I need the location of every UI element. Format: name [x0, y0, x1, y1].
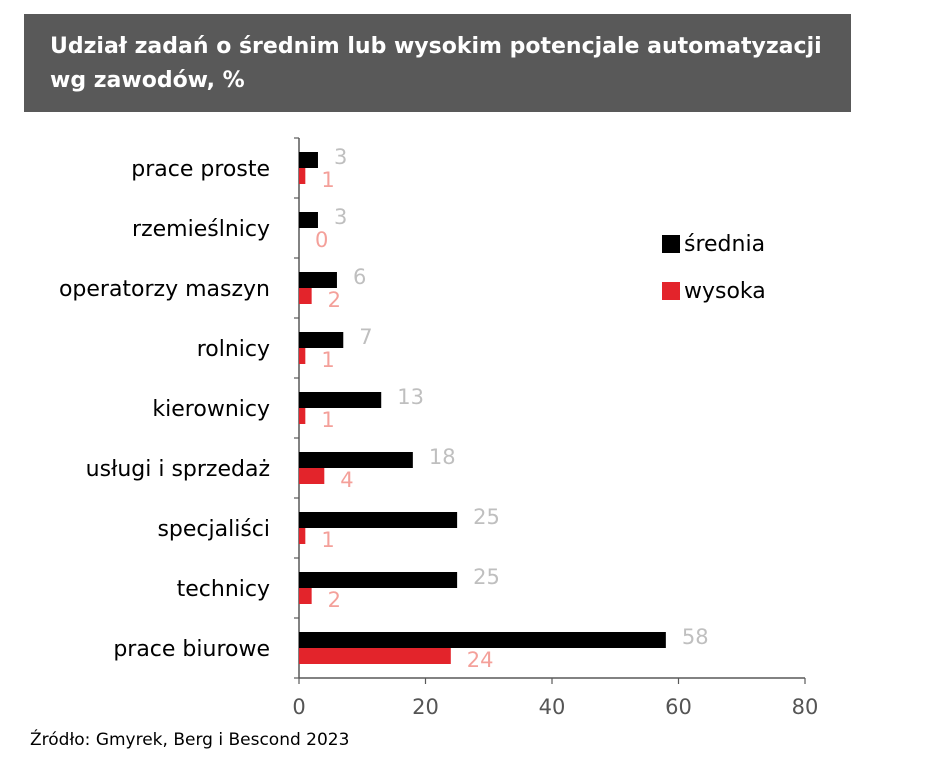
bar-srednia [299, 632, 666, 648]
x-tick-label: 80 [792, 695, 819, 719]
bar-srednia [299, 512, 458, 528]
chart-title: Udział zadań o średnim lub wysokim poten… [50, 34, 822, 93]
data-label-wysoka: 2 [328, 288, 341, 312]
data-label-srednia: 25 [473, 565, 500, 589]
category-label: prace biurowe [113, 637, 270, 662]
data-label-wysoka: 24 [467, 648, 494, 672]
bar-wysoka [299, 288, 312, 304]
bar-srednia [299, 392, 382, 408]
bar-srednia [299, 212, 318, 228]
category-label: operatorzy maszyn [59, 277, 270, 302]
bar-srednia [299, 272, 337, 288]
bar-wysoka [299, 528, 306, 544]
data-label-wysoka: 4 [340, 468, 353, 492]
data-label-srednia: 25 [473, 505, 500, 529]
bar-wysoka [299, 168, 306, 184]
legend-label: średnia [684, 232, 765, 257]
x-tick-label: 0 [292, 695, 305, 719]
data-label-wysoka: 1 [321, 408, 334, 432]
x-tick-label: 20 [412, 695, 439, 719]
bar-wysoka [299, 348, 306, 364]
bar-srednia [299, 452, 413, 468]
bar-srednia [299, 332, 344, 348]
data-label-srednia: 6 [353, 265, 366, 289]
category-label: kierownicy [152, 397, 270, 422]
data-label-srednia: 3 [334, 145, 347, 169]
legend-label: wysoka [684, 279, 766, 304]
legend-swatch [662, 282, 680, 300]
data-label-srednia: 58 [682, 625, 709, 649]
data-label-wysoka: 0 [315, 228, 328, 252]
category-label: rolnicy [197, 337, 270, 362]
category-label: usługi i sprzedaż [86, 457, 270, 482]
x-tick-label: 40 [539, 695, 566, 719]
data-label-wysoka: 1 [321, 348, 334, 372]
bar-srednia [299, 152, 318, 168]
bar-srednia [299, 572, 458, 588]
data-label-srednia: 18 [429, 445, 456, 469]
bar-wysoka [299, 408, 306, 424]
category-label: technicy [177, 577, 270, 602]
data-label-wysoka: 1 [321, 528, 334, 552]
bar-wysoka [299, 648, 451, 664]
data-label-wysoka: 2 [328, 588, 341, 612]
data-label-srednia: 3 [334, 205, 347, 229]
data-label-srednia: 13 [397, 385, 424, 409]
legend-swatch [662, 235, 680, 253]
data-label-wysoka: 1 [321, 168, 334, 192]
source-note: Źródło: Gmyrek, Berg i Bescond 2023 [30, 730, 350, 750]
bar-wysoka [299, 588, 312, 604]
category-label: specjaliści [157, 517, 270, 542]
data-label-srednia: 7 [359, 325, 372, 349]
category-label: rzemieślnicy [132, 217, 270, 242]
title-banner: Udział zadań o średnim lub wysokim poten… [24, 14, 851, 112]
x-tick-label: 60 [665, 695, 692, 719]
category-label: prace proste [131, 157, 270, 182]
bar-wysoka [299, 468, 325, 484]
